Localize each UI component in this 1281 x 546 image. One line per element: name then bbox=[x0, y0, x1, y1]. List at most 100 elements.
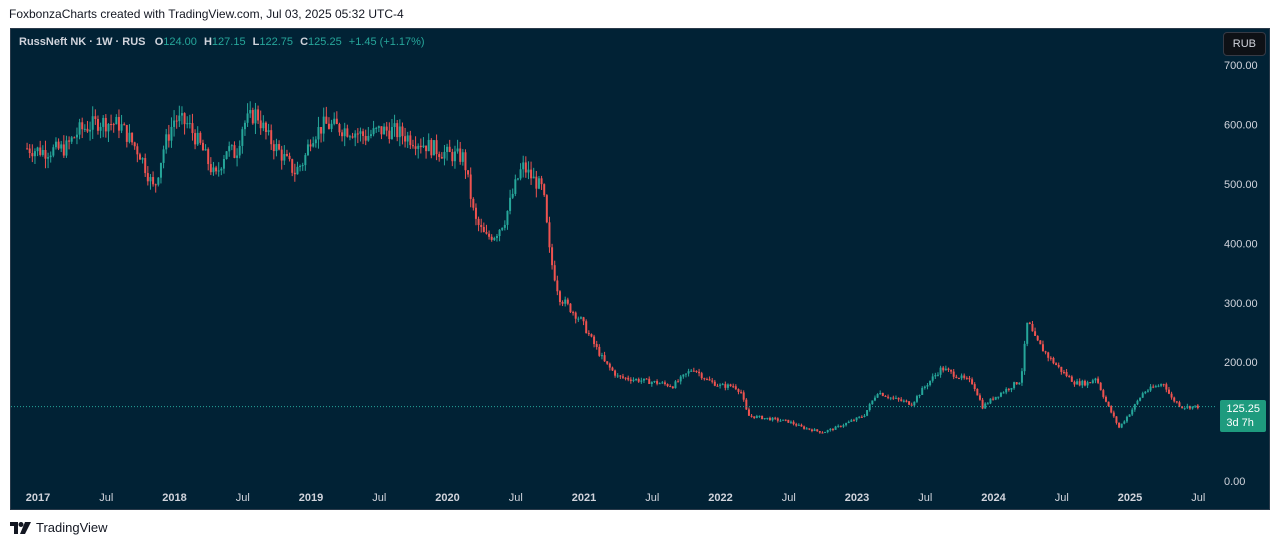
tradingview-logo[interactable]: TradingView bbox=[10, 520, 108, 535]
candle-body bbox=[1039, 340, 1042, 345]
candle-body bbox=[624, 377, 627, 379]
candle-body bbox=[1191, 406, 1194, 409]
candle-body bbox=[700, 373, 703, 379]
candle-body bbox=[451, 151, 454, 162]
candle-body bbox=[438, 154, 441, 157]
candle-body bbox=[784, 419, 787, 421]
candle-body bbox=[81, 122, 84, 130]
candle-body bbox=[516, 178, 519, 180]
candle-body bbox=[1002, 392, 1005, 394]
candle-body bbox=[732, 386, 735, 388]
candle-body bbox=[1162, 384, 1165, 386]
candle-body bbox=[233, 145, 236, 158]
candle-body bbox=[716, 385, 719, 387]
candle-body bbox=[564, 299, 567, 304]
candle-body bbox=[698, 371, 701, 374]
candle-body bbox=[913, 401, 916, 406]
candle-body bbox=[530, 169, 533, 179]
candle-body bbox=[561, 301, 564, 304]
candle-body bbox=[1183, 407, 1186, 409]
candle-body bbox=[47, 157, 50, 159]
candle-body bbox=[170, 126, 173, 141]
candle-body bbox=[68, 140, 71, 142]
candle-body bbox=[782, 419, 785, 421]
candle-body bbox=[157, 177, 160, 185]
candle-body bbox=[503, 224, 506, 228]
candle-body bbox=[884, 395, 887, 397]
candle-body bbox=[726, 384, 729, 388]
candle-body bbox=[640, 380, 643, 382]
candle-body bbox=[1173, 397, 1176, 402]
candle-body bbox=[154, 184, 157, 186]
candle-body bbox=[83, 128, 86, 130]
candle-body bbox=[810, 429, 813, 432]
y-tick-label: 0.00 bbox=[1224, 476, 1245, 488]
candle-body bbox=[180, 113, 183, 116]
candle-body bbox=[312, 143, 315, 147]
candle-body bbox=[41, 149, 44, 155]
candle-body bbox=[661, 382, 664, 384]
candle-body bbox=[293, 172, 296, 175]
currency-button[interactable]: RUB bbox=[1222, 32, 1266, 56]
candle-body bbox=[393, 123, 396, 128]
candle-body bbox=[551, 247, 554, 266]
candle-body bbox=[957, 377, 960, 379]
candle-body bbox=[246, 113, 249, 123]
candle-body bbox=[385, 126, 388, 131]
candle-body bbox=[711, 380, 714, 382]
price-chart[interactable]: 700.00 600.00 500.00 400.00 300.00 200.00 0.00… bbox=[11, 29, 1269, 509]
candle-body bbox=[842, 425, 845, 427]
candle-body bbox=[411, 145, 414, 147]
candle-body bbox=[1062, 371, 1065, 373]
candle-body bbox=[49, 155, 52, 158]
candle-body bbox=[708, 379, 711, 381]
candle-body bbox=[677, 381, 680, 383]
candle-body bbox=[1144, 391, 1147, 394]
candle-body bbox=[1128, 414, 1131, 417]
candle-body bbox=[317, 126, 320, 140]
candle-body bbox=[894, 397, 897, 399]
candle-body bbox=[201, 142, 204, 151]
candle-body bbox=[188, 123, 191, 125]
candle-body bbox=[808, 428, 811, 430]
candle-body bbox=[965, 377, 968, 379]
candle-body bbox=[627, 377, 630, 380]
candle-body bbox=[971, 379, 974, 385]
candle-body bbox=[1102, 390, 1105, 397]
candle-body bbox=[923, 386, 926, 388]
candle-body bbox=[388, 130, 391, 140]
candle-body bbox=[1076, 381, 1079, 385]
candle-body bbox=[955, 376, 958, 378]
candle-body bbox=[645, 378, 648, 380]
candle-body bbox=[897, 397, 900, 400]
candle-body bbox=[320, 126, 323, 134]
y-tick-label: 400.00 bbox=[1224, 238, 1258, 250]
candle-body bbox=[159, 162, 162, 178]
candle-body bbox=[1049, 357, 1052, 359]
candle-body bbox=[162, 149, 165, 163]
candle-body bbox=[666, 384, 669, 387]
candle-body bbox=[309, 144, 312, 147]
x-tick-label: Jul bbox=[236, 492, 250, 504]
candle-body bbox=[679, 376, 682, 382]
candle-body bbox=[472, 198, 475, 208]
candle-body bbox=[1005, 388, 1008, 393]
candle-body bbox=[456, 148, 459, 152]
candle-body bbox=[351, 136, 354, 138]
candle-body bbox=[845, 423, 848, 426]
candle-body bbox=[372, 128, 375, 135]
candle-body bbox=[225, 151, 228, 159]
candle-body bbox=[663, 382, 666, 385]
x-tick-label: 2024 bbox=[981, 492, 1006, 504]
close-label: C bbox=[300, 36, 309, 48]
candle-body bbox=[296, 166, 299, 175]
candle-body bbox=[921, 387, 924, 395]
x-tick-label: Jul bbox=[1191, 492, 1205, 504]
candle-body bbox=[86, 128, 89, 132]
candle-body bbox=[325, 116, 328, 124]
candle-body bbox=[616, 375, 619, 377]
candle-body bbox=[461, 152, 464, 162]
candle-body bbox=[128, 132, 131, 142]
close-value: 125.25 bbox=[308, 36, 342, 48]
chart-panel[interactable]: 700.00 600.00 500.00 400.00 300.00 200.00 0.00… bbox=[10, 28, 1270, 510]
